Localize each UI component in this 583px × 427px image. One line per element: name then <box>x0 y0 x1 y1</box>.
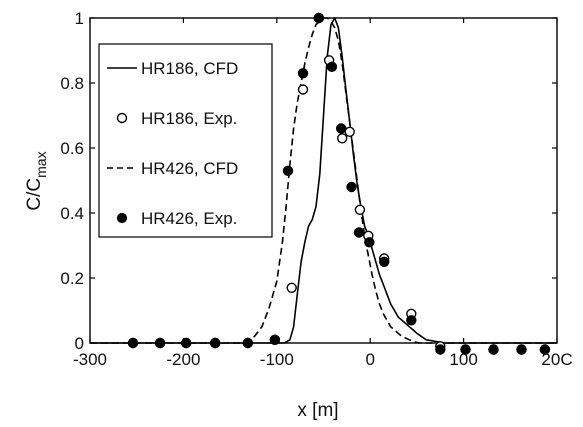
series-3-point <box>297 68 309 79</box>
legend-label-1: HR186, Exp. <box>141 109 237 128</box>
legend: HR186, CFD HR186, Exp. HR426, CFD HR426,… <box>98 43 273 238</box>
x-tick-label: -100 <box>260 350 294 369</box>
series-1-point <box>354 204 366 216</box>
series-3-point <box>127 337 139 349</box>
series-1-point <box>286 282 297 293</box>
series-3-point <box>154 337 166 349</box>
series-3-point <box>539 344 551 355</box>
ticks-layer: -300 -200 -100 0 100 20C 0 0.2 0.4 0.6 0.8 1 <box>60 9 572 369</box>
legend-swatch-open-circle <box>116 112 128 124</box>
series-3-point <box>346 181 357 193</box>
series-3-point <box>282 165 294 177</box>
x-axis-title: x [m] <box>297 400 338 421</box>
series-layer <box>90 12 557 355</box>
y-axis-title-sub: max <box>33 151 49 177</box>
series-3-point <box>488 344 499 355</box>
series-3-point <box>336 123 347 134</box>
y-axis-title: C/Cmax <box>24 151 49 210</box>
y-tick-label: 0.2 <box>60 269 84 288</box>
series-3-point <box>460 344 471 355</box>
legend-label-0: HR186, CFD <box>141 59 238 78</box>
x-tick-label: 20C <box>541 350 572 369</box>
y-tick-label: 0.6 <box>60 139 84 158</box>
series-3-point <box>209 337 221 349</box>
series-1-point <box>344 126 355 138</box>
series-3-point <box>242 337 254 349</box>
legend-entry-1: HR186, Exp. <box>116 109 237 128</box>
series-3-point <box>516 344 527 355</box>
series-3-point <box>313 12 324 24</box>
x-tick-label: -200 <box>166 350 200 369</box>
legend-entry-0: HR186, CFD <box>107 59 238 78</box>
y-axis-title-base: C/C <box>24 178 45 211</box>
legend-entry-3: HR426, Exp. <box>116 209 237 228</box>
series-3-point <box>435 344 446 355</box>
legend-box <box>98 43 273 238</box>
y-tick-label: 1 <box>75 9 84 28</box>
series-3-point <box>406 315 417 326</box>
series-1-point <box>297 84 309 95</box>
series-line-2 <box>90 17 557 344</box>
series-3-point <box>326 61 338 73</box>
y-tick-label: 0.8 <box>60 74 84 93</box>
x-tick-label: 0 <box>365 350 374 369</box>
series-3-point <box>269 334 281 345</box>
series-3-point <box>353 227 365 238</box>
legend-entry-2: HR426, CFD <box>107 159 238 178</box>
x-tick-label: 100 <box>449 350 477 369</box>
legend-label-3: HR426, Exp. <box>141 209 237 228</box>
series-1-point <box>337 133 348 144</box>
legend-label-2: HR426, CFD <box>141 159 238 178</box>
x-tick-label: -300 <box>73 350 107 369</box>
series-3-point <box>364 237 375 248</box>
y-tick-label: 0.4 <box>60 204 84 223</box>
series-3-point <box>379 256 390 267</box>
y-tick-label: 0 <box>75 334 84 353</box>
legend-swatch-filled-circle <box>116 212 128 224</box>
